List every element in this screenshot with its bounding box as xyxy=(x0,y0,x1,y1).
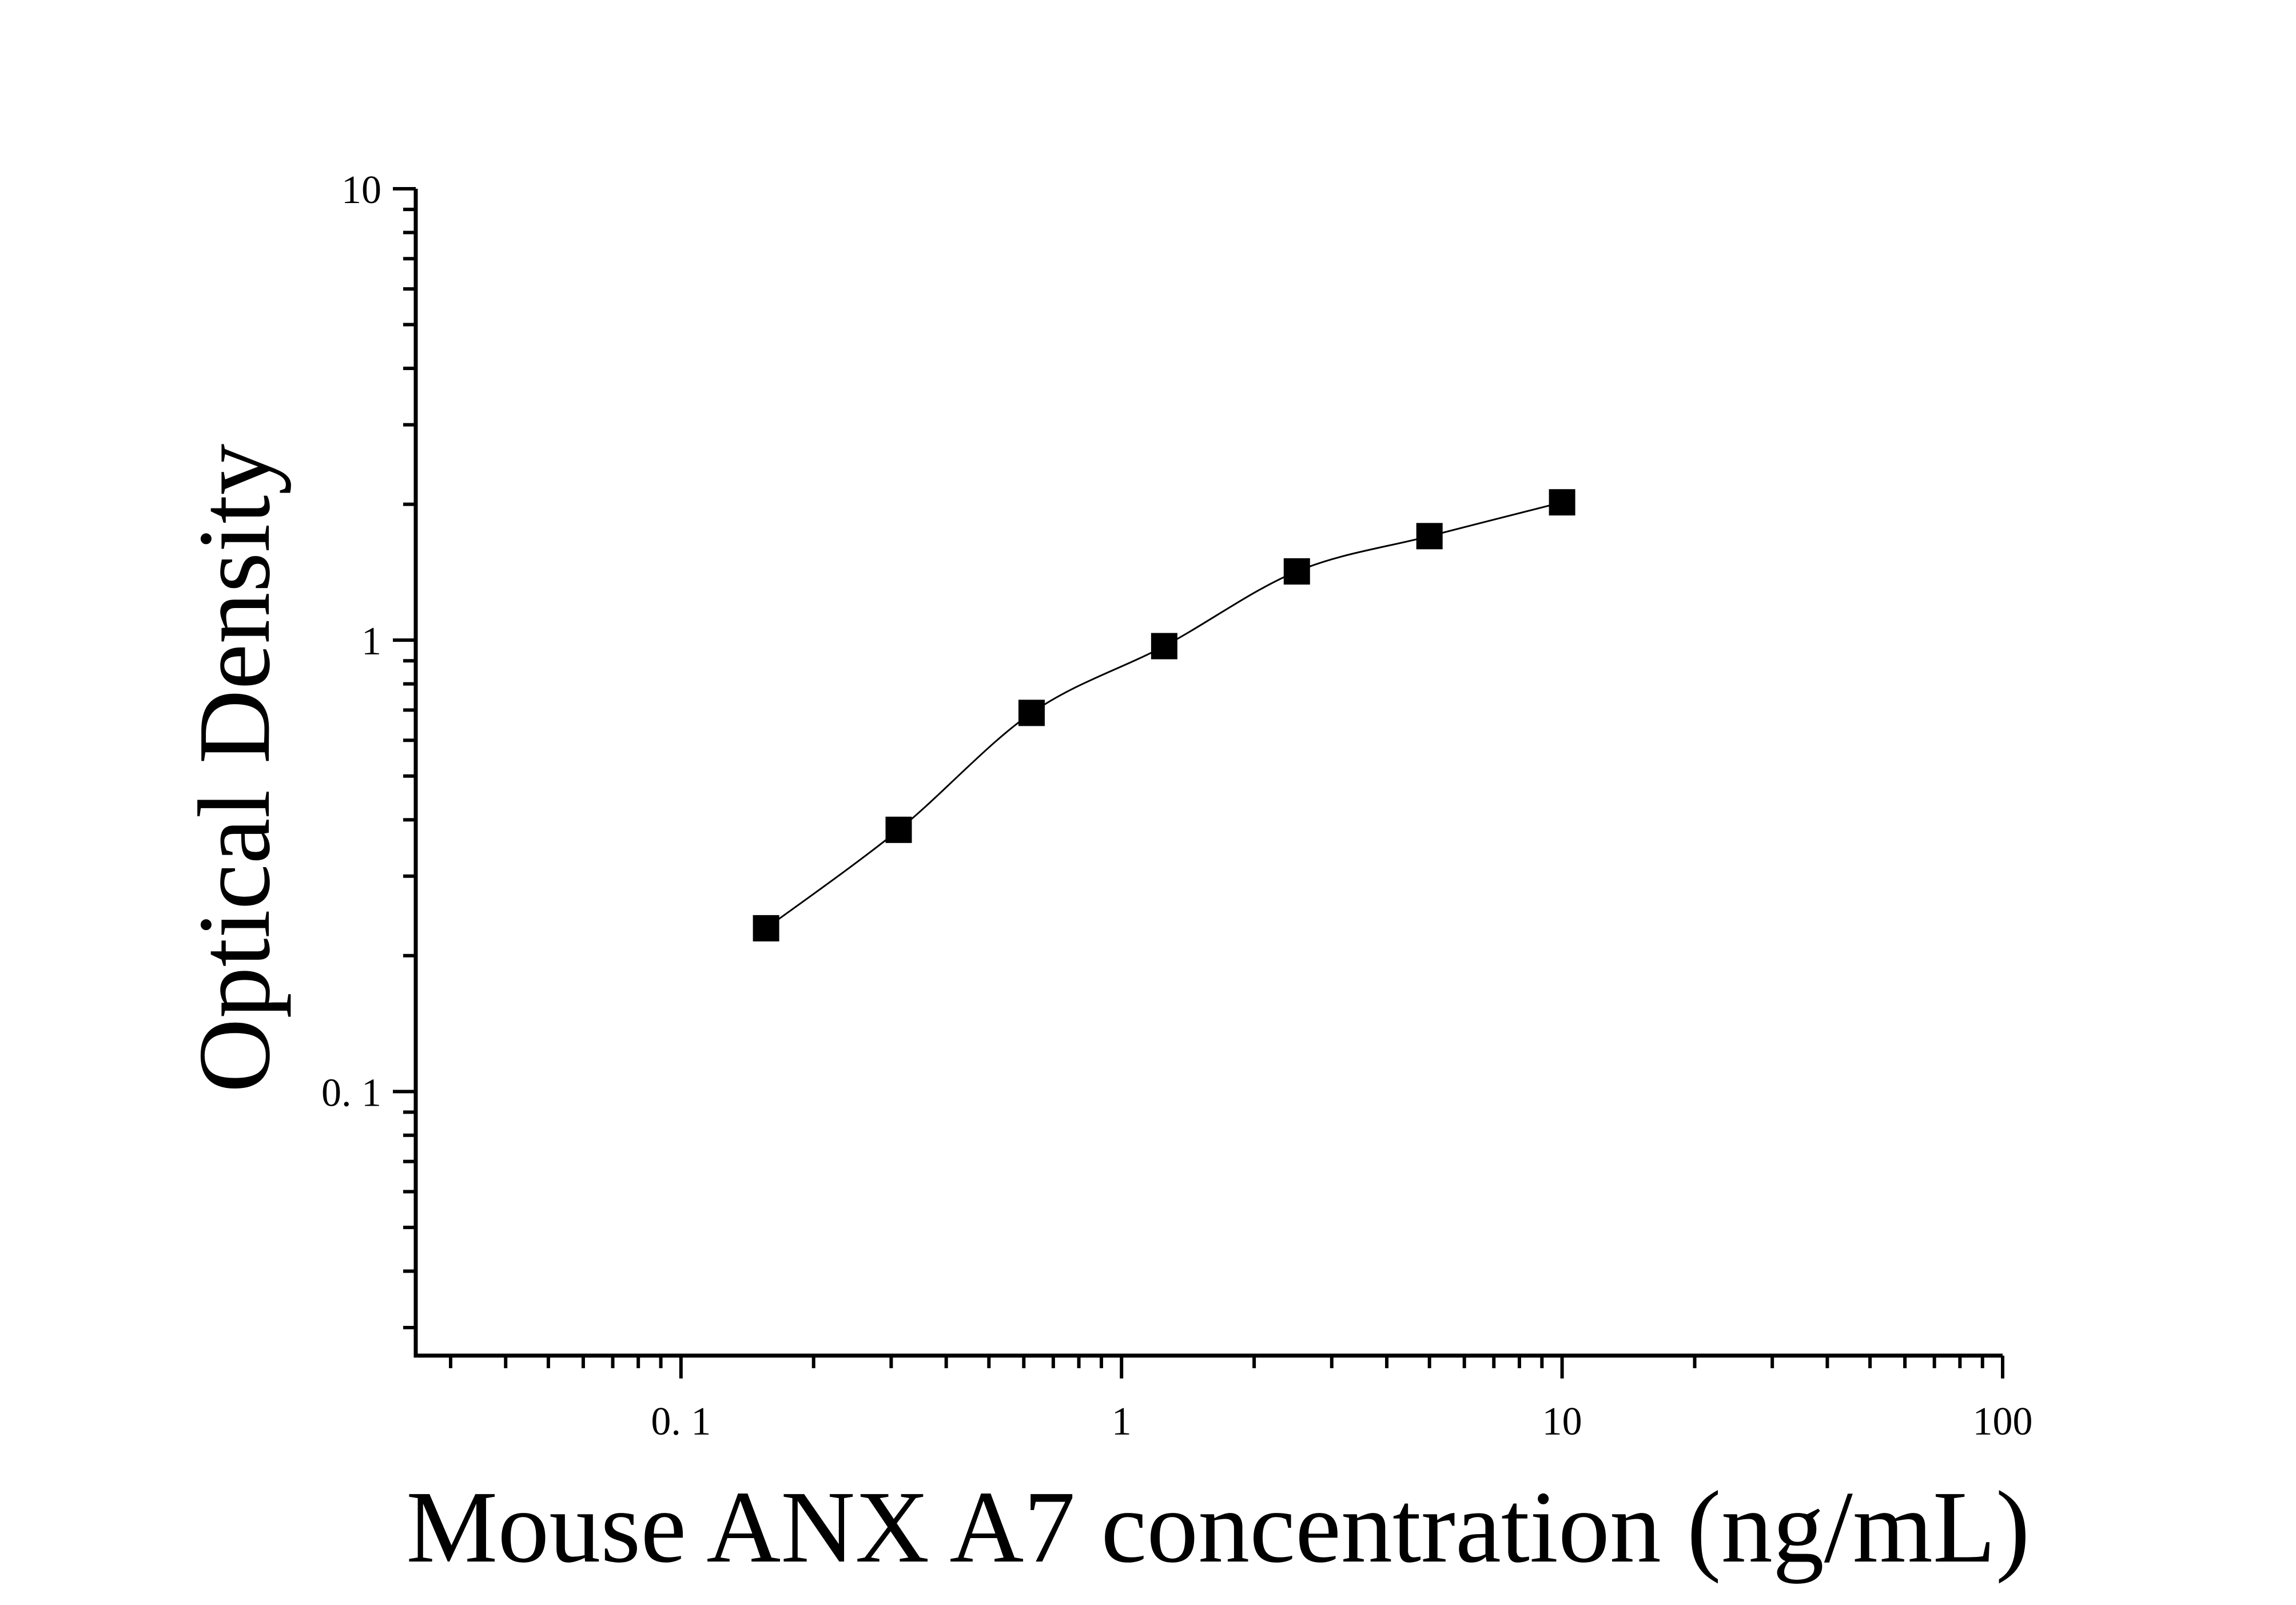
y-axis-title: Optical Density xyxy=(177,444,291,1093)
fit-curve xyxy=(765,501,1562,929)
x-tick-label: 10 xyxy=(1542,1400,1582,1444)
x-tick-label: 100 xyxy=(1973,1400,2033,1444)
x-axis-ticks xyxy=(449,1356,2004,1378)
data-point-marker xyxy=(1151,633,1177,660)
data-markers xyxy=(753,489,1575,941)
x-axis-tick-labels: 0. 1 1 10 100 xyxy=(651,1400,2032,1444)
y-tick-label: 0. 1 xyxy=(321,1071,381,1115)
x-tick-label: 1 xyxy=(1112,1400,1132,1444)
data-point-marker xyxy=(1018,700,1045,726)
x-axis-title: Mouse ANX A7 concentration (ng/mL) xyxy=(406,1470,2030,1584)
plot-area: 0. 1 1 10 0. 1 1 10 100 xyxy=(321,168,2033,1444)
x-tick-label: 0. 1 xyxy=(651,1400,711,1444)
data-point-marker xyxy=(885,816,912,843)
data-point-marker xyxy=(1283,558,1310,585)
y-axis-tick-labels: 0. 1 1 10 xyxy=(321,168,381,1115)
data-point-marker xyxy=(753,915,779,941)
data-point-marker xyxy=(1549,489,1575,516)
y-tick-label: 10 xyxy=(341,168,381,212)
y-tick-label: 1 xyxy=(361,619,381,664)
y-axis-ticks xyxy=(393,187,416,1329)
data-point-marker xyxy=(1416,523,1443,550)
